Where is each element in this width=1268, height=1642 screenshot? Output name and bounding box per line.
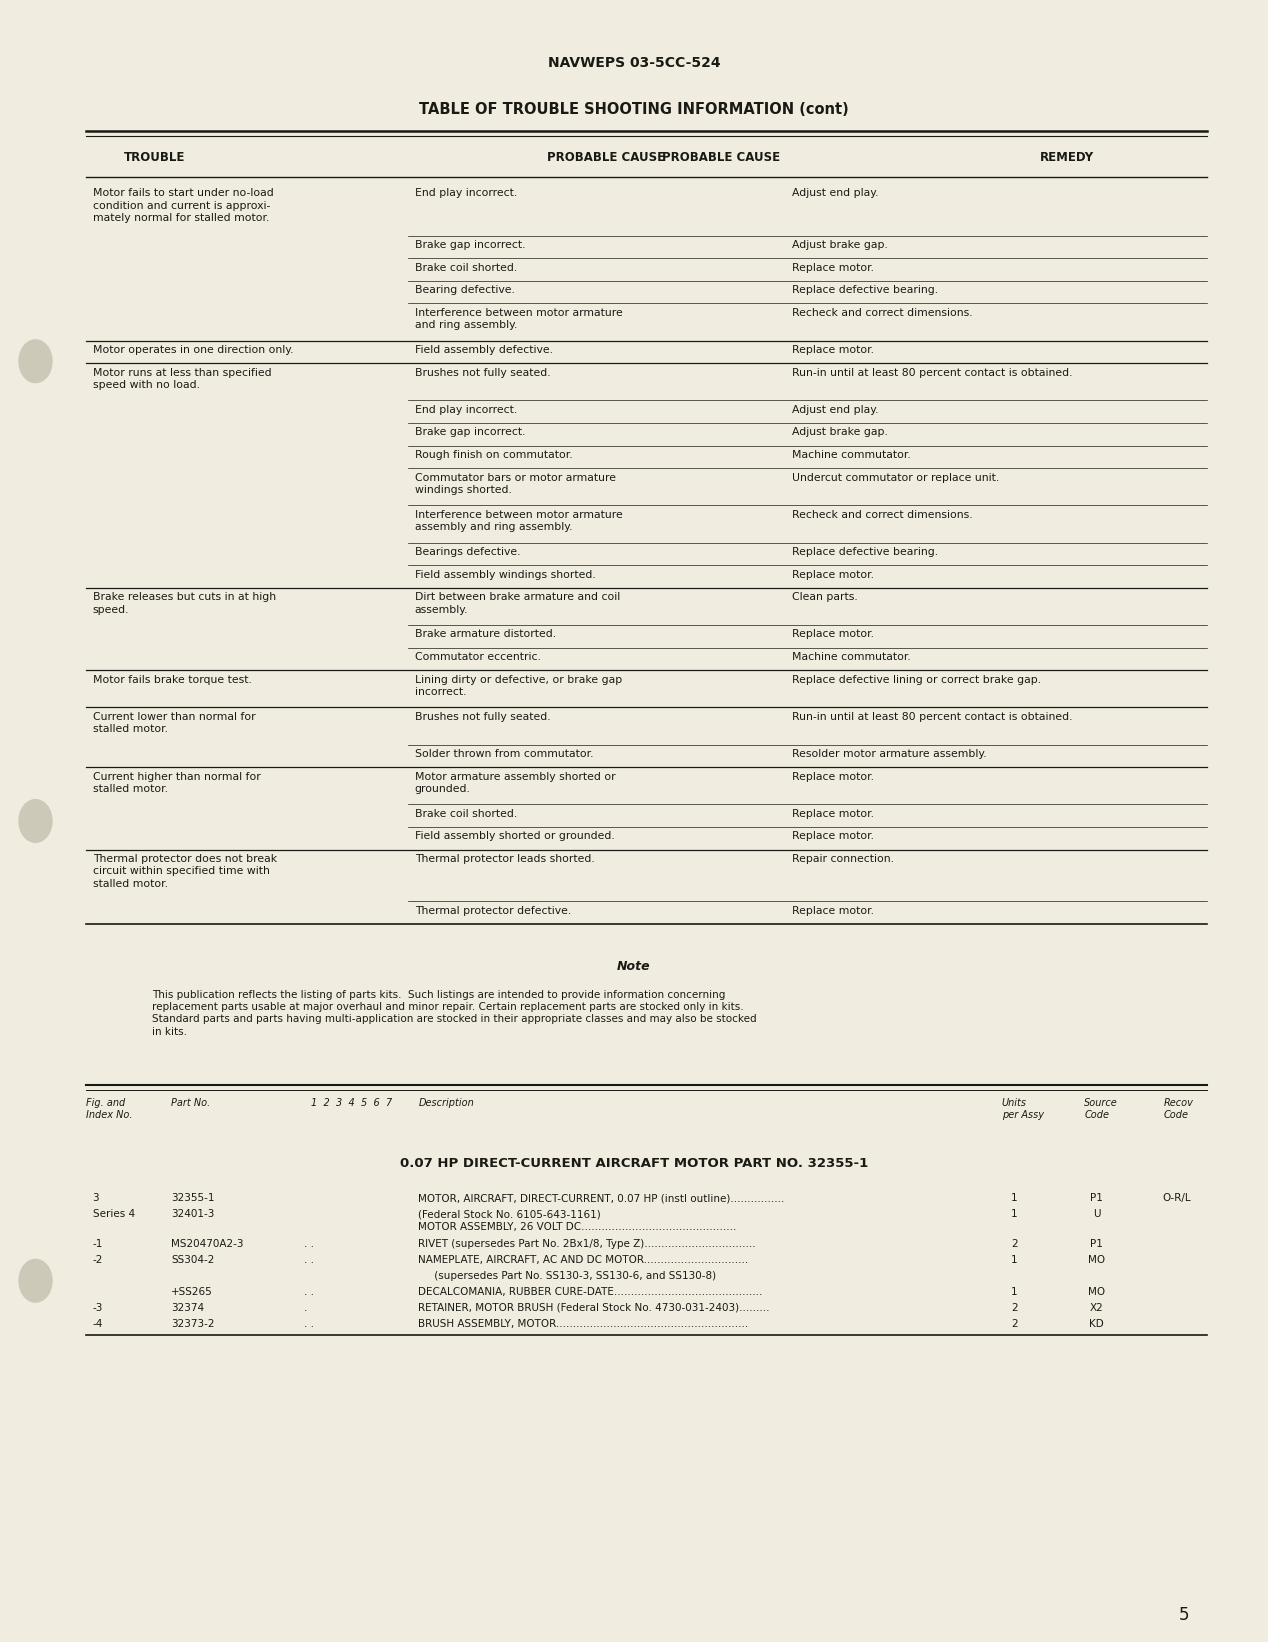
Text: Brake gap incorrect.: Brake gap incorrect.	[415, 427, 525, 437]
Text: Motor fails brake torque test.: Motor fails brake torque test.	[93, 675, 251, 685]
Text: Motor runs at less than specified
speed with no load.: Motor runs at less than specified speed …	[93, 368, 271, 391]
Text: Commutator bars or motor armature
windings shorted.: Commutator bars or motor armature windin…	[415, 473, 616, 494]
Text: Resolder motor armature assembly.: Resolder motor armature assembly.	[792, 749, 987, 759]
Text: 32401-3: 32401-3	[171, 1209, 214, 1220]
Text: Bearings defective.: Bearings defective.	[415, 547, 520, 557]
Text: NAVWEPS 03-5CC-524: NAVWEPS 03-5CC-524	[548, 56, 720, 71]
Text: Run-in until at least 80 percent contact is obtained.: Run-in until at least 80 percent contact…	[792, 368, 1073, 378]
Text: X2: X2	[1090, 1302, 1103, 1312]
Text: PROBABLE CAUSE: PROBABLE CAUSE	[662, 151, 780, 164]
Text: Repair connection.: Repair connection.	[792, 854, 894, 864]
Text: Replace motor.: Replace motor.	[792, 831, 875, 841]
Text: Brake armature distorted.: Brake armature distorted.	[415, 629, 555, 639]
Text: Thermal protector leads shorted.: Thermal protector leads shorted.	[415, 854, 595, 864]
Text: DECALCOMANIA, RUBBER CURE-DATE............................................: DECALCOMANIA, RUBBER CURE-DATE..........…	[418, 1287, 763, 1297]
Text: MS20470A2-3: MS20470A2-3	[171, 1240, 243, 1250]
Text: Replace motor.: Replace motor.	[792, 345, 875, 355]
Text: REMEDY: REMEDY	[1040, 151, 1094, 164]
Text: 1: 1	[1011, 1254, 1018, 1264]
Text: Interference between motor armature
assembly and ring assembly.: Interference between motor armature asse…	[415, 511, 623, 532]
Text: Interference between motor armature
and ring assembly.: Interference between motor armature and …	[415, 307, 623, 330]
Text: Brake coil shorted.: Brake coil shorted.	[415, 263, 517, 273]
Text: Lining dirty or defective, or brake gap
incorrect.: Lining dirty or defective, or brake gap …	[415, 675, 621, 698]
Text: 2: 2	[1011, 1319, 1018, 1328]
Text: -4: -4	[93, 1319, 103, 1328]
Text: TROUBLE: TROUBLE	[124, 151, 185, 164]
Text: . .: . .	[304, 1319, 314, 1328]
Text: Fig. and
Index No.: Fig. and Index No.	[86, 1098, 133, 1120]
Text: (supersedes Part No. SS130-3, SS130-6, and SS130-8): (supersedes Part No. SS130-3, SS130-6, a…	[418, 1271, 716, 1281]
Text: TABLE OF TROUBLE SHOOTING INFORMATION (cont): TABLE OF TROUBLE SHOOTING INFORMATION (c…	[420, 102, 848, 117]
Text: Field assembly windings shorted.: Field assembly windings shorted.	[415, 570, 596, 580]
Text: Series 4: Series 4	[93, 1209, 134, 1220]
Text: 2: 2	[1011, 1302, 1018, 1312]
Text: Description: Description	[418, 1098, 474, 1108]
Text: Thermal protector does not break
circuit within specified time with
stalled moto: Thermal protector does not break circuit…	[93, 854, 276, 888]
Text: MO: MO	[1088, 1287, 1106, 1297]
Text: Current higher than normal for
stalled motor.: Current higher than normal for stalled m…	[93, 772, 260, 795]
Circle shape	[19, 1259, 52, 1302]
Text: Thermal protector defective.: Thermal protector defective.	[415, 906, 571, 916]
Text: SS304-2: SS304-2	[171, 1254, 214, 1264]
Text: . .: . .	[304, 1254, 314, 1264]
Text: Units
per Assy: Units per Assy	[1002, 1098, 1044, 1120]
Text: BRUSH ASSEMBLY, MOTOR.........................................................: BRUSH ASSEMBLY, MOTOR...................…	[418, 1319, 748, 1328]
Text: 32355-1: 32355-1	[171, 1194, 214, 1204]
Text: PROBABLE CAUSE: PROBABLE CAUSE	[547, 151, 664, 164]
Text: Current lower than normal for
stalled motor.: Current lower than normal for stalled mo…	[93, 713, 255, 734]
Text: Brushes not fully seated.: Brushes not fully seated.	[415, 368, 550, 378]
Text: Replace motor.: Replace motor.	[792, 629, 875, 639]
Text: Replace motor.: Replace motor.	[792, 772, 875, 782]
Text: Bearing defective.: Bearing defective.	[415, 286, 515, 296]
Text: Brake releases but cuts in at high
speed.: Brake releases but cuts in at high speed…	[93, 593, 275, 614]
Text: 1  2  3  4  5  6  7: 1 2 3 4 5 6 7	[311, 1098, 392, 1108]
Text: -2: -2	[93, 1254, 103, 1264]
Text: Solder thrown from commutator.: Solder thrown from commutator.	[415, 749, 593, 759]
Text: 32374: 32374	[171, 1302, 204, 1312]
Text: 0.07 HP DIRECT-CURRENT AIRCRAFT MOTOR PART NO. 32355-1: 0.07 HP DIRECT-CURRENT AIRCRAFT MOTOR PA…	[399, 1158, 869, 1171]
Text: 3: 3	[93, 1194, 99, 1204]
Text: Machine commutator.: Machine commutator.	[792, 450, 912, 460]
Text: Machine commutator.: Machine commutator.	[792, 652, 912, 662]
Text: Replace defective bearing.: Replace defective bearing.	[792, 547, 938, 557]
Text: Recheck and correct dimensions.: Recheck and correct dimensions.	[792, 307, 973, 319]
Text: Brushes not fully seated.: Brushes not fully seated.	[415, 713, 550, 722]
Text: Source
Code: Source Code	[1084, 1098, 1118, 1120]
Text: Commutator eccentric.: Commutator eccentric.	[415, 652, 540, 662]
Text: .: .	[304, 1302, 308, 1312]
Text: Brake coil shorted.: Brake coil shorted.	[415, 810, 517, 819]
Text: 32373-2: 32373-2	[171, 1319, 214, 1328]
Text: Recheck and correct dimensions.: Recheck and correct dimensions.	[792, 511, 973, 521]
Text: 1: 1	[1011, 1287, 1018, 1297]
Text: Note: Note	[618, 961, 650, 974]
Text: Replace motor.: Replace motor.	[792, 810, 875, 819]
Text: Undercut commutator or replace unit.: Undercut commutator or replace unit.	[792, 473, 999, 483]
Text: NAMEPLATE, AIRCRAFT, AC AND DC MOTOR...............................: NAMEPLATE, AIRCRAFT, AC AND DC MOTOR....…	[418, 1254, 748, 1264]
Text: Motor fails to start under no-load
condition and current is approxi-
mately norm: Motor fails to start under no-load condi…	[93, 189, 274, 223]
Text: -1: -1	[93, 1240, 103, 1250]
Text: Replace defective lining or correct brake gap.: Replace defective lining or correct brak…	[792, 675, 1041, 685]
Text: KD: KD	[1089, 1319, 1104, 1328]
Text: Field assembly defective.: Field assembly defective.	[415, 345, 553, 355]
Circle shape	[19, 340, 52, 383]
Text: Recov
Code: Recov Code	[1164, 1098, 1194, 1120]
Text: Adjust end play.: Adjust end play.	[792, 189, 879, 199]
Text: U: U	[1093, 1209, 1101, 1220]
Circle shape	[19, 800, 52, 842]
Text: RETAINER, MOTOR BRUSH (Federal Stock No. 4730-031-2403).........: RETAINER, MOTOR BRUSH (Federal Stock No.…	[418, 1302, 770, 1312]
Text: 5: 5	[1179, 1606, 1189, 1624]
Text: 2: 2	[1011, 1240, 1018, 1250]
Text: . .: . .	[304, 1287, 314, 1297]
Text: Run-in until at least 80 percent contact is obtained.: Run-in until at least 80 percent contact…	[792, 713, 1073, 722]
Text: P1: P1	[1090, 1194, 1103, 1204]
Text: Brake gap incorrect.: Brake gap incorrect.	[415, 240, 525, 250]
Text: MOTOR, AIRCRAFT, DIRECT-CURRENT, 0.07 HP (instl outline)................: MOTOR, AIRCRAFT, DIRECT-CURRENT, 0.07 HP…	[418, 1194, 785, 1204]
Text: Replace defective bearing.: Replace defective bearing.	[792, 286, 938, 296]
Text: 1: 1	[1011, 1194, 1018, 1204]
Text: (Federal Stock No. 6105-643-1161)
MOTOR ASSEMBLY, 26 VOLT DC....................: (Federal Stock No. 6105-643-1161) MOTOR …	[418, 1209, 737, 1232]
Text: . .: . .	[304, 1240, 314, 1250]
Text: -3: -3	[93, 1302, 103, 1312]
Text: O-R/L: O-R/L	[1163, 1194, 1191, 1204]
Text: Adjust brake gap.: Adjust brake gap.	[792, 427, 889, 437]
Text: Adjust end play.: Adjust end play.	[792, 406, 879, 415]
